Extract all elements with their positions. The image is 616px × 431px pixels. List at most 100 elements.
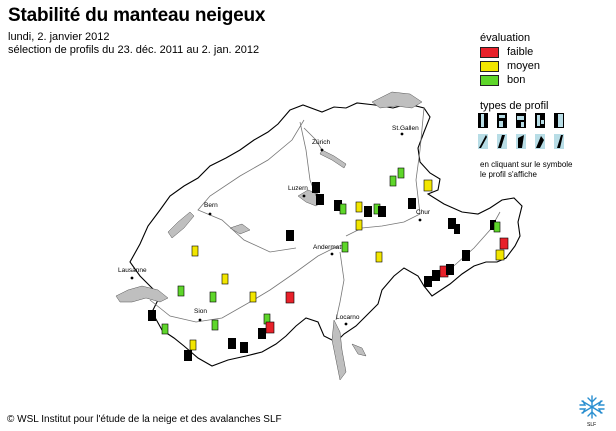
- legend-label: faible: [507, 46, 534, 58]
- town-dot: [130, 276, 134, 280]
- profile-types-legend: [478, 113, 564, 149]
- town-dot: [198, 318, 202, 322]
- river-aare: [197, 119, 305, 253]
- lake-thun: [229, 223, 251, 235]
- lake-geneva: [115, 285, 169, 303]
- profile-marker-bon[interactable]: [341, 241, 349, 253]
- profile-marker-bon[interactable]: [389, 175, 397, 187]
- river-limmat: [303, 127, 323, 151]
- profile-marker-black[interactable]: [364, 206, 372, 217]
- profile-marker-moyen[interactable]: [355, 201, 363, 213]
- profile-marker-moyen[interactable]: [249, 291, 257, 303]
- legend-item-moyen: moyen: [480, 60, 540, 72]
- town-dot: [330, 252, 334, 256]
- town-dot: [320, 148, 324, 152]
- note-line-2: le profil s'affiche: [480, 170, 537, 179]
- legend-item-bon: bon: [480, 74, 525, 86]
- profile-marker-black[interactable]: [228, 338, 236, 349]
- town-locarno: Locarno: [336, 314, 360, 321]
- profile-marker-moyen[interactable]: [423, 179, 433, 192]
- slf-snowflake-logo: SLF: [579, 395, 605, 428]
- profile-marker-black[interactable]: [148, 310, 156, 321]
- town-dot: [344, 322, 348, 326]
- profile-marker-faible[interactable]: [499, 237, 509, 250]
- profile-type-2-icon[interactable]: [497, 113, 507, 128]
- profile-marker-black[interactable]: [378, 206, 386, 217]
- river-rhine: [345, 107, 425, 237]
- river-ticino: [335, 251, 345, 321]
- selection-line: sélection de profils du 23. déc. 2011 au…: [8, 44, 260, 56]
- profile-type-6-icon[interactable]: [478, 134, 488, 149]
- profile-marker-black[interactable]: [454, 224, 460, 234]
- profile-type-5-icon[interactable]: [554, 113, 564, 128]
- profile-marker-bon[interactable]: [161, 323, 169, 335]
- profile-marker-moyen[interactable]: [375, 251, 383, 263]
- legend-title: évaluation: [480, 32, 531, 44]
- town-st-gallen: St.Gallen: [392, 125, 419, 132]
- profile-marker-black[interactable]: [432, 270, 440, 281]
- town-luzern: Luzern: [288, 185, 308, 192]
- town-dot: [418, 218, 422, 222]
- profile-marker-faible[interactable]: [265, 321, 275, 334]
- profile-type-8-icon[interactable]: [516, 134, 526, 149]
- profile-marker-bon[interactable]: [209, 291, 217, 303]
- profile-click-note: en cliquant sur le symbole le profil s'a…: [480, 160, 573, 180]
- town-chur: Chur: [416, 209, 431, 216]
- profile-type-7-icon[interactable]: [497, 134, 507, 149]
- profile-marker-moyen[interactable]: [221, 273, 229, 285]
- profile-marker-moyen[interactable]: [191, 245, 199, 257]
- profile-type-3-icon[interactable]: [516, 113, 526, 128]
- profile-type-10-icon[interactable]: [554, 134, 564, 149]
- profile-marker-black[interactable]: [316, 194, 324, 205]
- profile-types-title: types de profil: [480, 100, 549, 112]
- profile-marker-faible[interactable]: [285, 291, 295, 304]
- lake-maggiore: [331, 319, 347, 381]
- legend-swatch: [480, 74, 499, 86]
- legend-swatch: [480, 46, 499, 58]
- copyright-footer: © WSL Institut pour l'étude de la neige …: [7, 414, 282, 425]
- profile-type-4-icon[interactable]: [535, 113, 545, 128]
- profile-marker-black[interactable]: [184, 350, 192, 361]
- profile-marker-black[interactable]: [258, 328, 266, 339]
- town-bern: Bern: [204, 202, 218, 209]
- logo-text: SLF: [587, 422, 596, 428]
- profile-marker-bon[interactable]: [493, 221, 501, 233]
- lake-neuchatel: [167, 211, 195, 239]
- town-zurich: Zürich: [312, 139, 330, 146]
- lake-zurich: [319, 149, 347, 169]
- profile-marker-black[interactable]: [490, 220, 496, 230]
- town-andermatt: Andermatt: [313, 244, 343, 251]
- towns: St.Gallen Zürich Luzern Bern Chur Anderm…: [118, 125, 431, 326]
- profile-marker-moyen[interactable]: [189, 339, 197, 351]
- town-dot: [302, 194, 306, 198]
- profile-marker-black[interactable]: [240, 342, 248, 353]
- town-lausanne: Lausanne: [118, 267, 147, 274]
- note-line-1: en cliquant sur le symbole: [480, 160, 573, 169]
- profile-marker-black[interactable]: [408, 198, 416, 209]
- profile-marker-black[interactable]: [424, 276, 432, 287]
- profile-marker-black[interactable]: [446, 264, 454, 275]
- profile-type-1-icon[interactable]: [478, 113, 488, 128]
- town-dot: [208, 212, 212, 216]
- legend-swatch: [480, 60, 499, 72]
- profile-marker-black[interactable]: [334, 200, 342, 211]
- town-dot: [400, 132, 404, 136]
- profile-marker-black[interactable]: [462, 250, 470, 261]
- profile-marker-bon[interactable]: [339, 203, 347, 215]
- profile-marker-moyen[interactable]: [355, 219, 363, 231]
- profile-marker-moyen[interactable]: [495, 249, 505, 261]
- page-title: Stabilité du manteau neigeux: [8, 5, 266, 26]
- lake-lugano: [351, 343, 367, 357]
- profile-marker-black[interactable]: [448, 218, 456, 229]
- profile-marker-bon[interactable]: [211, 319, 219, 331]
- profile-marker-black[interactable]: [312, 182, 320, 193]
- profile-type-9-icon[interactable]: [535, 134, 545, 149]
- profile-marker-bon[interactable]: [177, 285, 185, 297]
- profile-marker-black[interactable]: [286, 230, 294, 241]
- lake-constance: [371, 91, 423, 109]
- legend-label: moyen: [507, 60, 541, 72]
- legend-item-faible: faible: [480, 46, 533, 58]
- legend-label: bon: [507, 74, 526, 86]
- profile-marker-bon[interactable]: [397, 167, 405, 179]
